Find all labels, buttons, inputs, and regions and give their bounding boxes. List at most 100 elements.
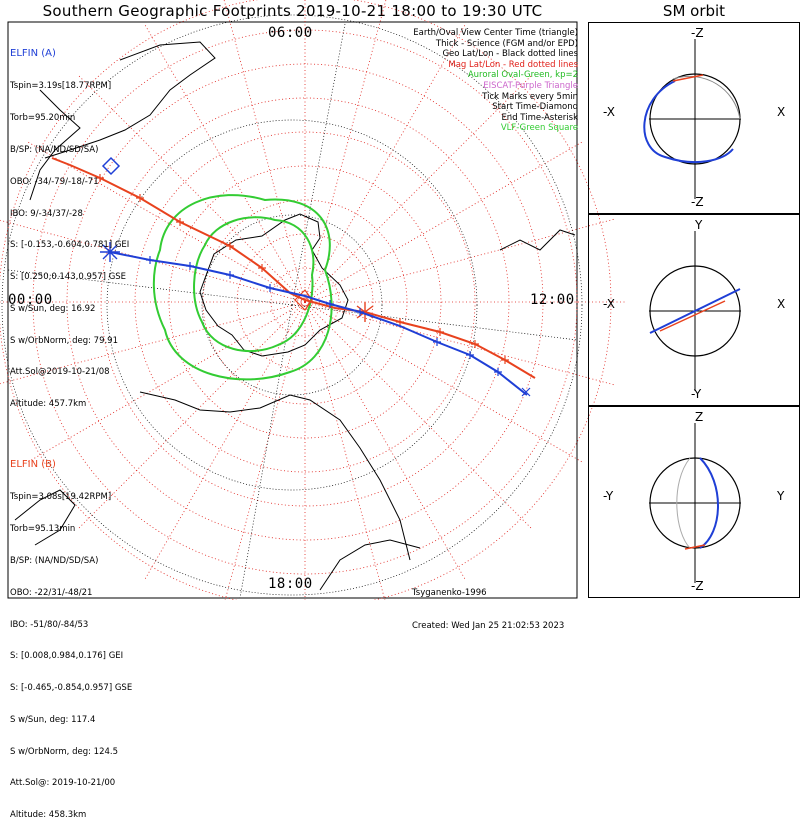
time-label-00: 00:00 [8,292,53,308]
model-label: Tsyganenko-1996 [412,588,487,598]
sm-orbit-panel-xy: Y -Y -X X [588,214,800,406]
elfin-a-tick [494,368,502,376]
elfin-a-line: Att.Sol@2019-10-21/08 [10,367,110,378]
legend-item: Mag Lat/Lon - Red dotted lines [448,59,578,70]
panel-axis-top: -Z [691,26,704,40]
orbit-b [684,544,706,550]
continent-coast [499,229,576,251]
legend-item: Start Time-Diamond [492,102,578,113]
mag-lon-line [304,218,615,303]
elfin-a-tick [466,351,474,359]
mag-lon-line [78,301,306,529]
elfin-b-track [51,157,536,379]
mag-lat-circle [32,29,578,575]
time-label-12: 12:00 [530,292,575,308]
continent-coast [139,391,411,561]
mag-lat-circle [134,131,476,473]
elfin-a-line: S: [0.250,0.143,0.957] GSE [10,272,127,283]
created-label: Created: Wed Jan 25 21:02:53 2023 [412,621,565,631]
mag-lon-line [304,301,532,529]
panel-axis-bottom: -Z [691,579,704,593]
elfin-a-line: S w/Sun, deg: 16.92 [10,303,96,314]
elfin-a-end-mark [521,387,531,397]
elfin-b-line: Tspin=3.08s[19.42RPM] [10,492,112,503]
panel-axis-left: -X [603,297,615,311]
mag-lon-line [304,0,387,303]
mag-lon-line [0,219,306,303]
time-label-06: 06:00 [268,25,313,41]
mag-lon-line [27,301,306,463]
page-title: Southern Geographic Footprints 2019-10-2… [42,2,543,20]
mag-lat-circle [236,233,374,371]
orbit-b [659,300,726,332]
mag-lon-line [304,141,583,303]
mag-lon-line [304,301,583,463]
elfin-b-line: Att.Sol@: 2019-10-21/00 [10,778,116,789]
legend-item: Auroral Oval-Green, kp=2 [467,70,578,81]
elfin-b-tick [501,356,509,364]
elfin-b-tick [436,328,444,336]
panel-axis-left: -X [603,105,615,119]
elfin-b-line: S: [0.008,0.984,0.176] GEI [10,651,124,662]
elfin-a-tick [433,338,441,346]
auroral-oval-inner [193,216,315,353]
sm-orbit-plot-xy [649,231,741,391]
legend-item: Thick - Science (FGM and/or EPD) [435,38,578,49]
elfin-b-line: OBO: -22/31/-48/21 [10,587,93,598]
mag-lon-line [27,141,306,303]
geo-lat-circle [1,14,583,596]
mag-lon-line [304,301,466,580]
elfin-b-tick [176,218,184,226]
sm-orbit-plot-xz [643,39,741,199]
elfin-b-tick [136,194,144,202]
elfin-b-line: S w/OrbNorm, deg: 124.5 [10,746,119,757]
map-frame [7,21,578,599]
mag-lon-line [304,301,386,600]
panel-axis-right: X [777,105,786,119]
mag-lon-line [144,24,306,303]
panel-axis-top: Z [695,410,704,424]
mag-lon-line [78,75,306,303]
magnetic-grid [0,0,625,600]
elfin-a-tick [326,300,334,308]
elfin-b-start-diamond [294,289,313,311]
sm-orbit-plot-yz [649,423,741,583]
elfin-b-line: B/SP: (NA/ND/SD/SA) [10,555,99,566]
mag-lon-line [144,301,306,580]
continent-coast [14,489,76,546]
auroral-oval-outer [152,194,333,381]
panel-axis-bottom: -Z [691,195,704,209]
elfin-a-line: Torb=95.20min [10,113,76,124]
mag-lon-line [304,75,532,303]
elfin-b-line: Torb=95.13min [10,524,76,535]
sm-orbit-title: SM orbit [662,2,726,20]
elfin-b-info: ELFIN (B) Tspin=3.08s[19.42RPM] Torb=95.… [10,438,132,831]
elfin-b-tick [226,242,234,250]
auroral-oval [152,194,333,381]
mag-lon-line [224,301,306,600]
elfin-a-line: IBO: 9/-34/37/-28 [10,208,83,219]
elfin-a-tick [186,262,194,270]
elfin-a-line: S: [-0.153,-0.604,0.781] GEI [10,240,130,251]
sm-orbit-panel-yz: Z -Z -Y Y [588,406,800,598]
legend-item: End Time-Asterisk [501,112,578,123]
elfin-a-header: ELFIN (A) [10,48,56,60]
elfin-b-line: IBO: -51/80/-84/53 [10,619,89,630]
elfin-b-tick [471,340,479,348]
continent-coast [29,89,81,201]
elfin-b-line: S: [-0.465,-0.854,0.957] GSE [10,683,133,694]
orbit-b [672,74,704,82]
earth-circle [649,457,741,549]
polar-footprint-map [0,0,625,600]
earth-circle [649,265,741,357]
mag-lat-circle [270,267,340,337]
mag-lon-line [223,0,306,303]
elfin-a-tick [266,284,274,292]
satellite-tracks [51,156,536,397]
elfin-a-info: ELFIN (A) Tspin=3.19s[18.77RPM] Torb=95.… [10,27,129,420]
elfin-a-tick [226,271,234,279]
elfin-b-tick [96,174,104,182]
mag-lat-circle [168,165,442,439]
orbit-a [649,288,741,334]
orbit-a [643,80,734,164]
